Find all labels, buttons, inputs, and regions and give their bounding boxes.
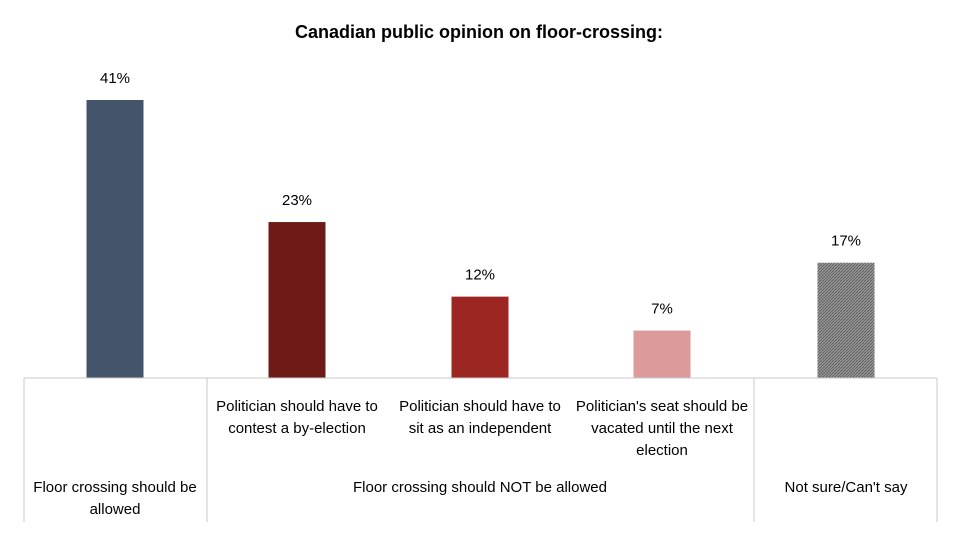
bar-2	[451, 296, 509, 378]
category-label-3: Politician's seat should be vacated until…	[576, 398, 748, 459]
category-label-1: Politician should have to contest a by-el…	[216, 398, 378, 437]
value-label-3: 7%	[651, 301, 673, 318]
bar-0	[86, 100, 144, 378]
value-label-4: 17%	[831, 233, 861, 250]
group-label-not-allowed: Floor crossing should NOT be allowed	[353, 479, 607, 496]
value-label-0: 41%	[100, 70, 130, 87]
category-axis	[23, 377, 938, 522]
value-label-1: 23%	[282, 192, 312, 209]
bar-3	[633, 330, 691, 378]
group-label-not-sure: Not sure/Can't say	[785, 479, 908, 496]
bar-4	[817, 262, 875, 378]
group-label-allowed: Floor crossing should be allowed	[33, 479, 196, 518]
chart-title: Canadian public opinion on floor-crossin…	[295, 22, 663, 42]
value-label-2: 12%	[465, 267, 495, 284]
bars-group	[86, 100, 875, 378]
bar-1	[268, 222, 326, 378]
category-label-2: Politician should have to sit as an indep…	[399, 398, 561, 437]
value-labels-group: 41% 23% 12% 7% 17%	[100, 70, 861, 318]
